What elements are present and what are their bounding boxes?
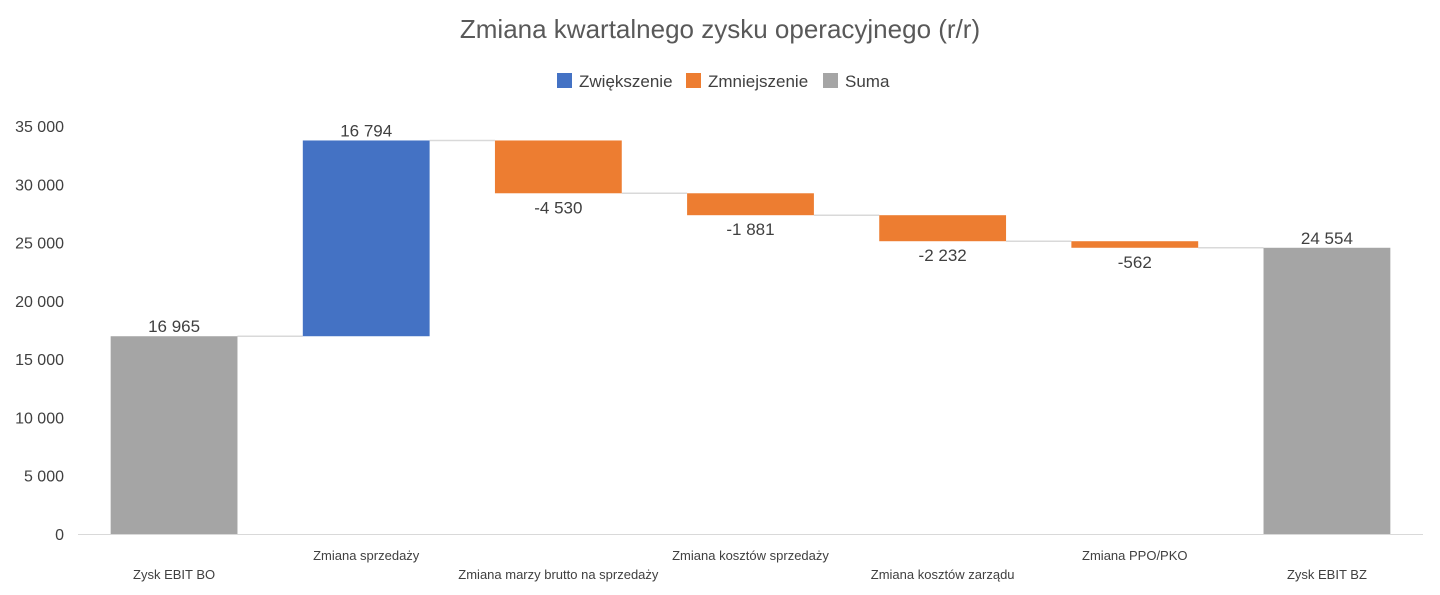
bar-5 [879, 215, 1007, 242]
legend-label-decrease: Zmniejszenie [708, 72, 808, 91]
data-label-1: 16 965 [148, 317, 200, 336]
y-tick-label: 0 [55, 527, 64, 544]
bar-1 [110, 336, 238, 534]
x-category-label: Zysk EBIT BO [133, 567, 215, 582]
x-axis: Zysk EBIT BO Zmiana sprzedaży Zmiana marzy… [78, 534, 1423, 582]
data-label-3: -4 530 [534, 198, 582, 217]
bar-6 [1071, 241, 1199, 248]
data-label-6: -562 [1118, 253, 1152, 272]
y-tick-label: 10 000 [15, 410, 64, 427]
data-label-4: -1 881 [726, 220, 774, 239]
legend: Zwiększenie Zmniejszenie Suma [557, 72, 890, 91]
x-category-label: Zmiana marzy brutto na sprzedaży [458, 567, 659, 582]
y-tick-label: 15 000 [15, 352, 64, 369]
bar-4 [687, 193, 814, 216]
data-labels: 16 965 16 794 -4 530 -1 881 -2 232 -562 24 554 [148, 121, 1353, 336]
y-tick-label: 30 000 [15, 177, 64, 194]
y-tick-label: 25 000 [15, 236, 64, 253]
x-category-label: Zmiana kosztów zarządu [871, 567, 1015, 582]
bar-3 [494, 140, 622, 194]
y-tick-label: 20 000 [15, 294, 64, 311]
x-category-label: Zysk EBIT BZ [1287, 567, 1367, 582]
bar-2 [302, 140, 430, 337]
data-label-2: 16 794 [340, 121, 392, 140]
x-category-label: Zmiana PPO/PKO [1082, 548, 1187, 563]
legend-label-total: Suma [845, 72, 890, 91]
legend-label-increase: Zwiększenie [579, 72, 673, 91]
y-tick-label: 5 000 [24, 469, 64, 486]
x-category-label: Zmiana sprzedaży [313, 548, 420, 563]
y-axis: 0 5 000 10 000 15 000 20 000 25 000 30 000 35 0… [15, 119, 64, 544]
data-label-5: -2 232 [919, 246, 967, 265]
legend-swatch-decrease [686, 73, 701, 88]
data-label-7: 24 554 [1301, 229, 1353, 248]
legend-swatch-total [823, 73, 838, 88]
y-tick-label: 35 000 [15, 119, 64, 136]
chart-title: Zmiana kwartalnego zysku operacyjnego (r… [460, 14, 980, 44]
bars [110, 140, 1391, 534]
bar-7 [1263, 247, 1391, 534]
legend-swatch-increase [557, 73, 572, 88]
connector-lines [237, 139, 1264, 337]
x-category-label: Zmiana kosztów sprzedaży [672, 548, 829, 563]
